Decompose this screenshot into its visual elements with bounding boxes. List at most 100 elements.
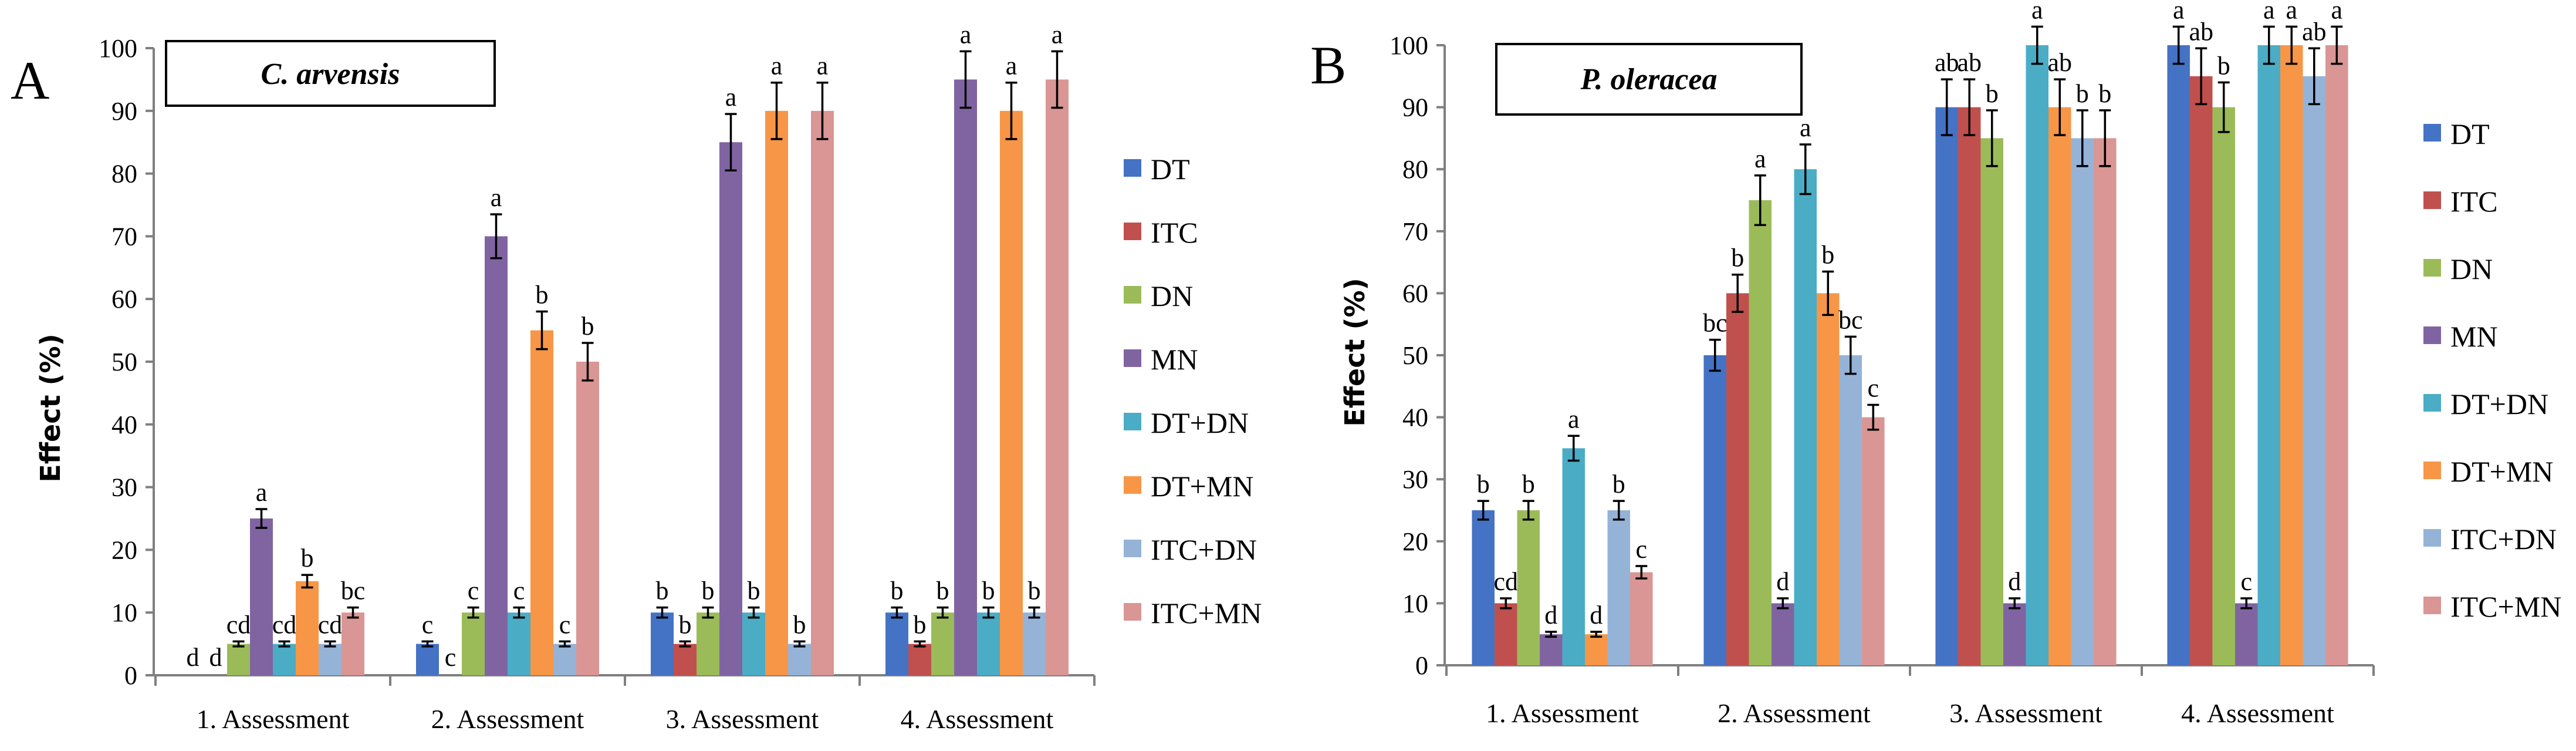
- bar-a: [250, 518, 273, 675]
- significance-label-a: b: [679, 610, 692, 639]
- significance-label-b: b: [2217, 51, 2230, 80]
- legend-swatch-b: [2423, 462, 2441, 479]
- bar-b: [1539, 634, 1563, 665]
- bar-b: [2280, 45, 2303, 665]
- bar-a: [651, 612, 674, 675]
- y-tick-label-b: 70: [1402, 217, 1428, 246]
- legend-label-a: DT+DN: [1151, 406, 1249, 439]
- y-tick-label-b: 40: [1402, 403, 1428, 432]
- significance-label-a: b: [891, 577, 904, 605]
- bar-b: [1817, 293, 1840, 665]
- bar-b: [1980, 138, 2003, 665]
- category-label-a: 1. Assessment: [197, 704, 350, 734]
- legend-swatch-b: [2423, 191, 2441, 209]
- bar-a: [742, 612, 765, 675]
- significance-label-b: c: [1636, 535, 1648, 564]
- significance-label-a: a: [771, 52, 783, 80]
- significance-label-a: b: [1028, 577, 1041, 605]
- bar-a: [765, 110, 788, 676]
- bar-a: [674, 644, 697, 675]
- significance-label-b: a: [2263, 0, 2275, 24]
- legend-swatch-a: [1124, 223, 1141, 240]
- y-tick-label-b: 0: [1415, 651, 1428, 680]
- significance-label-b: b: [1477, 470, 1490, 499]
- bar-b: [1517, 510, 1540, 665]
- bar-a: [908, 644, 931, 675]
- legend-label-a: ITC+DN: [1151, 533, 1257, 566]
- bar-b: [2071, 138, 2094, 665]
- significance-label-a: c: [422, 610, 434, 639]
- bar-a: [885, 612, 908, 675]
- y-axis-label-b: Effect (%): [1339, 278, 1371, 426]
- category-label-b: 1. Assessment: [1486, 698, 1639, 728]
- significance-label-b: a: [2286, 0, 2298, 24]
- significance-label-a: cd: [318, 610, 343, 639]
- legend-swatch-a: [1124, 349, 1141, 367]
- significance-label-b: ab: [2189, 17, 2213, 46]
- bar-a: [485, 236, 508, 675]
- bar-a: [227, 644, 250, 675]
- bar-a: [319, 644, 342, 675]
- bar-b: [1749, 200, 1772, 665]
- panel-b: B P. oleracea Effect (%): [1310, 35, 1803, 427]
- bar-a: [977, 612, 1000, 675]
- bar-b: [1958, 107, 1981, 666]
- significance-label-b: ab: [1957, 48, 1982, 77]
- bar-b: [1726, 293, 1749, 665]
- significance-label-b: d: [1776, 567, 1789, 596]
- significance-label-a: c: [445, 643, 457, 672]
- category-label-a: 4. Assessment: [901, 704, 1054, 734]
- title-box-a: [165, 40, 496, 107]
- legend-swatch-a: [1124, 603, 1141, 621]
- significance-label-a: a: [817, 52, 829, 80]
- y-tick-label-b: 20: [1402, 527, 1428, 556]
- bar-a: [954, 79, 977, 675]
- significance-label-a: b: [748, 577, 760, 605]
- bar-a: [1046, 79, 1069, 675]
- significance-label-a: b: [793, 610, 806, 639]
- significance-label-b: c: [1868, 373, 1879, 402]
- significance-label-b: cd: [1493, 567, 1518, 596]
- significance-label-a: c: [559, 610, 571, 639]
- significance-label-b: a: [1754, 144, 1766, 173]
- legend-label-b: DN: [2450, 252, 2493, 285]
- chart-title-a: C. arvensis: [261, 58, 400, 91]
- significance-label-a: b: [914, 610, 927, 639]
- bar-a: [811, 110, 834, 676]
- legend-swatch-b: [2423, 394, 2441, 412]
- significance-label-b: ab: [2048, 48, 2073, 77]
- y-tick-label-a: 10: [111, 598, 137, 627]
- legend-label-a: DT: [1151, 153, 1190, 186]
- significance-label-b: b: [2076, 79, 2089, 108]
- legend-swatch-b: [2423, 529, 2441, 547]
- bar-a: [462, 612, 485, 675]
- category-label-b: 4. Assessment: [2181, 698, 2334, 728]
- bar-a: [342, 612, 364, 675]
- y-axis-label-a: Effect (%): [35, 334, 66, 482]
- bar-b: [2325, 45, 2348, 665]
- significance-label-a: b: [656, 577, 669, 605]
- bar-b: [1703, 355, 1726, 665]
- significance-label-b: b: [1522, 470, 1535, 499]
- y-tick-label-a: 50: [111, 348, 137, 376]
- bar-a: [553, 644, 576, 675]
- y-tick-label-a: 60: [111, 285, 137, 314]
- y-tick-label-b: 100: [1390, 31, 1428, 60]
- legend-label-b: ITC+DN: [2450, 523, 2557, 555]
- significance-label-b: a: [2031, 0, 2043, 24]
- y-tick-label-a: 90: [111, 97, 137, 126]
- legend-swatch-a: [1124, 286, 1141, 304]
- bar-b: [2094, 138, 2117, 665]
- significance-label-b: a: [1568, 405, 1580, 433]
- legend-label-a: ITC: [1151, 216, 1198, 249]
- category-label-a: 3. Assessment: [666, 704, 819, 734]
- significance-label-a: d: [187, 643, 200, 672]
- bar-b: [2303, 76, 2326, 666]
- y-tick-label-a: 70: [111, 222, 137, 251]
- bar-a: [273, 644, 296, 675]
- title-box-b: [1495, 43, 1803, 116]
- significance-label-b: c: [2240, 567, 2252, 596]
- bar-a: [416, 644, 439, 675]
- y-tick-label-b: 80: [1402, 155, 1428, 184]
- bar-a: [296, 581, 319, 675]
